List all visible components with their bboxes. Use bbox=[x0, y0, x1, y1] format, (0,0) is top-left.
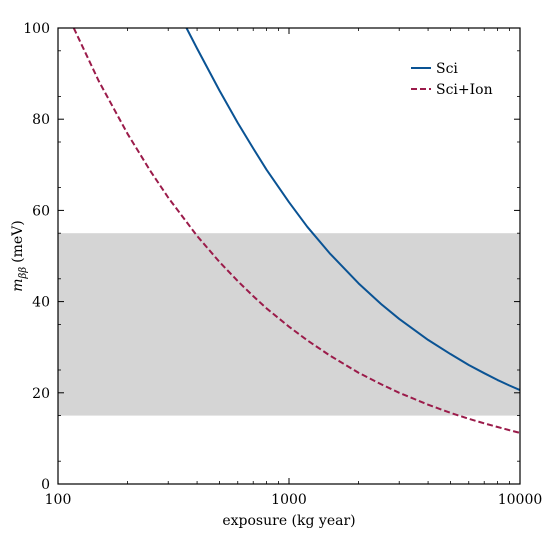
series-line-sci bbox=[185, 28, 520, 391]
y-axis-label-unit: (meV) bbox=[10, 220, 26, 263]
series-layer bbox=[72, 28, 520, 434]
y-tick-label: 80 bbox=[32, 112, 50, 128]
tick-labels-layer: 100 1000 10000 0 20 40 60 80 100 bbox=[23, 21, 542, 508]
band-layer bbox=[58, 233, 520, 416]
x-tick-label: 1000 bbox=[271, 492, 307, 508]
shaded-band bbox=[58, 233, 520, 416]
y-tick-label: 100 bbox=[23, 21, 50, 37]
series-line-sci-ion bbox=[72, 28, 520, 434]
y-tick-label: 0 bbox=[41, 477, 50, 493]
legend-label-sci: Sci bbox=[436, 61, 458, 77]
x-axis-label: exposure (kg year) bbox=[222, 513, 355, 529]
legend-label-sci-ion: Sci+Ion bbox=[436, 82, 493, 98]
y-axis-label-subscript: ββ bbox=[18, 267, 29, 280]
y-tick-label: 40 bbox=[32, 295, 50, 311]
y-axis-label: mββ (meV) bbox=[10, 220, 29, 291]
y-axis-label-symbol: m bbox=[10, 278, 26, 291]
x-tick-label: 10000 bbox=[498, 492, 543, 508]
y-tick-label: 60 bbox=[32, 203, 50, 219]
ticks-layer bbox=[57, 27, 521, 485]
x-tick-label: 100 bbox=[45, 492, 72, 508]
legend: Sci Sci+Ion bbox=[411, 61, 493, 98]
y-tick-label: 20 bbox=[32, 386, 50, 402]
